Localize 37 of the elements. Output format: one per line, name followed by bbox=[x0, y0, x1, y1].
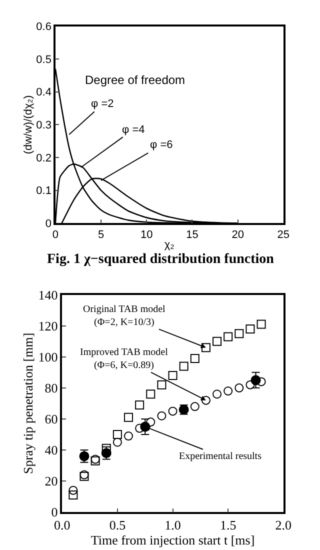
y-tick-label: 0.5 bbox=[36, 54, 52, 66]
x-tick-label: 2.0 bbox=[275, 517, 292, 532]
y-tick-label: 40 bbox=[44, 442, 58, 458]
x-tick-label: 25 bbox=[277, 229, 290, 242]
y-tick-label: 140 bbox=[38, 287, 58, 302]
x-axis-title: χ₂ bbox=[164, 238, 174, 251]
y-tick-label: 0.3 bbox=[36, 120, 52, 132]
y-tick-label: 0.6 bbox=[36, 21, 52, 34]
y-axis-title: Spray tip penetration [mm] bbox=[20, 332, 36, 474]
y-tick-label: 20 bbox=[44, 474, 58, 489]
text: Original TAB model (Φ=2, K=10/3) bbox=[83, 304, 166, 328]
y-tick-label: 0 bbox=[45, 218, 52, 230]
x-tick-label: 0.0 bbox=[54, 517, 70, 532]
y-tick-label: 0.4 bbox=[36, 86, 52, 99]
y-tick-label: 100 bbox=[38, 349, 58, 364]
y-tick-label: 0.2 bbox=[36, 152, 52, 164]
text: Experimental results bbox=[179, 451, 262, 462]
x-axis-title: Time from injection start t [ms] bbox=[90, 532, 255, 548]
x-tick-label: 15 bbox=[186, 229, 198, 242]
x-tick-label: 10 bbox=[140, 229, 153, 242]
x-tick-label: 20 bbox=[232, 229, 244, 242]
x-tick-label: 0.5 bbox=[109, 517, 126, 532]
legend-title: Degree of freedom bbox=[85, 73, 186, 87]
caption: Fig. 1 χ−squared distribution function bbox=[47, 252, 274, 267]
y-tick-label: 0.1 bbox=[36, 185, 52, 198]
x-tick-label: 5 bbox=[98, 229, 104, 242]
text: φ =4 bbox=[122, 124, 145, 136]
x-tick-label: 1.5 bbox=[220, 517, 236, 532]
y-tick-label: 60 bbox=[44, 412, 58, 426]
y-tick-label: 120 bbox=[38, 318, 58, 334]
y-tick-label: 0 bbox=[51, 504, 58, 520]
y-tick-label: 80 bbox=[44, 380, 58, 396]
y-axis-title: (dw/w)/(dχ₂) bbox=[22, 95, 34, 154]
text: φ =6 bbox=[150, 139, 173, 151]
text: φ =2 bbox=[91, 98, 114, 110]
text: Improved TAB model (Φ=6, K=0.89) bbox=[80, 347, 168, 371]
x-tick-label: 1.0 bbox=[164, 517, 181, 532]
